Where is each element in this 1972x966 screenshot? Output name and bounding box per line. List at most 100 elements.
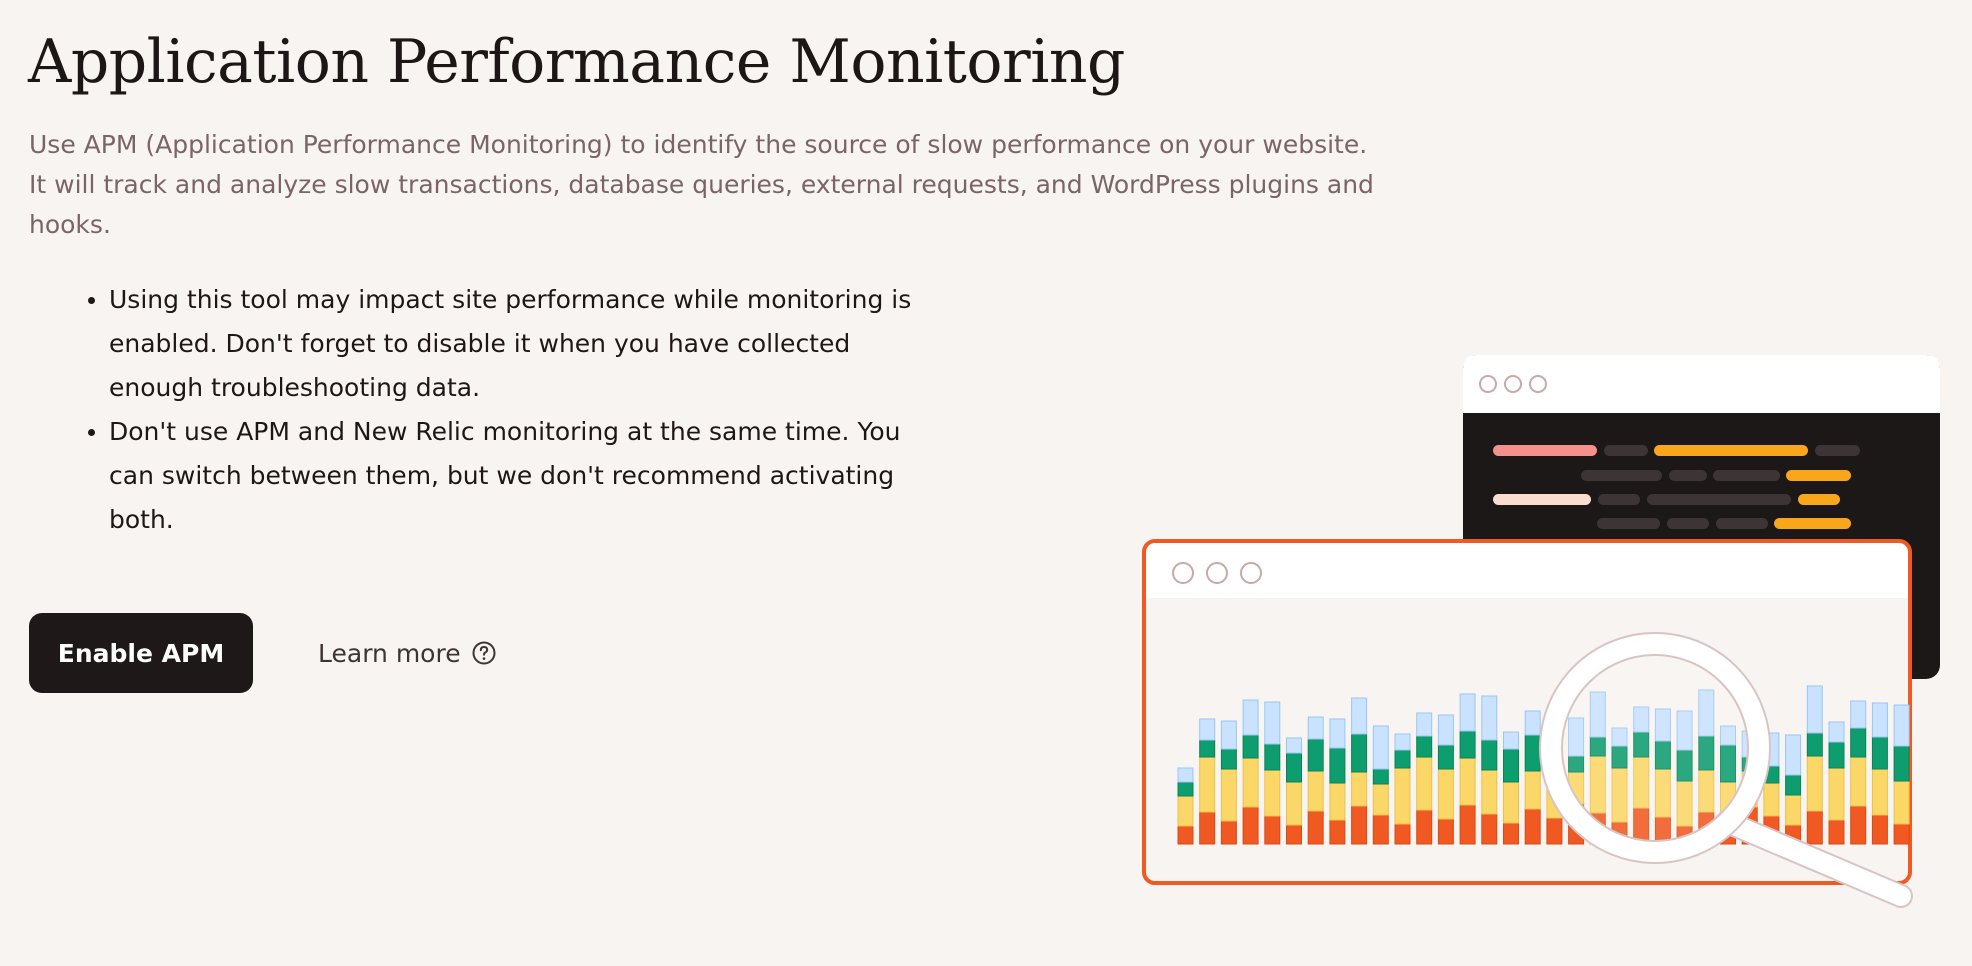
bar-segment bbox=[1177, 781, 1194, 797]
bar-segment bbox=[1437, 818, 1454, 845]
bar-segment bbox=[1307, 716, 1324, 740]
bar-segment bbox=[1437, 714, 1454, 746]
bar-segment bbox=[1220, 720, 1237, 750]
magnifying-glass-icon bbox=[1539, 632, 1913, 908]
bar-segment bbox=[1503, 781, 1519, 824]
bar-segment bbox=[1720, 820, 1736, 845]
page-description: Use APM (Application Performance Monitor… bbox=[29, 130, 1374, 239]
bar-segment bbox=[1871, 814, 1888, 845]
bar-segment bbox=[1676, 749, 1693, 782]
bar-segment bbox=[1763, 782, 1780, 817]
bar-segment bbox=[1763, 732, 1780, 767]
bar-segment bbox=[1741, 730, 1758, 758]
bar-segment bbox=[1785, 824, 1802, 845]
bar-segment bbox=[1589, 812, 1606, 845]
bar-segment bbox=[1416, 756, 1433, 811]
bar-segment bbox=[1286, 737, 1302, 754]
list-item: Using this tool may impact site performa… bbox=[81, 278, 941, 410]
bar-segment bbox=[1481, 695, 1498, 741]
bar-segment bbox=[1416, 735, 1433, 758]
bar-segment bbox=[1676, 710, 1693, 751]
chart-window-icon bbox=[1142, 539, 1912, 885]
bar-segment bbox=[1676, 825, 1693, 845]
bar-segment bbox=[1437, 744, 1454, 770]
bar-segment bbox=[1503, 822, 1519, 845]
bar-segment bbox=[1177, 825, 1194, 845]
bullet-dot bbox=[88, 429, 95, 436]
bar-segment bbox=[1871, 736, 1888, 770]
bar-segment bbox=[1351, 697, 1368, 735]
list-item-text: Don't use APM and New Relic monitoring a… bbox=[109, 417, 901, 534]
bar-segment bbox=[1785, 734, 1802, 776]
bar-segment bbox=[1351, 771, 1368, 807]
bar-segment bbox=[1633, 706, 1650, 733]
bar-segment bbox=[1850, 805, 1867, 845]
bar-segment bbox=[1741, 756, 1758, 772]
bar-segment bbox=[1481, 739, 1498, 771]
learn-more-link[interactable]: Learn more bbox=[318, 633, 497, 673]
bar-segment bbox=[1264, 815, 1281, 845]
enable-apm-button[interactable]: Enable APM bbox=[29, 613, 253, 693]
bar-segment bbox=[1329, 718, 1346, 749]
bar-segment bbox=[1589, 736, 1606, 757]
bar-segment bbox=[1307, 770, 1324, 812]
bar-segment bbox=[1568, 717, 1585, 757]
bar-segment bbox=[1720, 781, 1736, 822]
bar-segment bbox=[1481, 769, 1498, 815]
bar-segment bbox=[1828, 741, 1845, 769]
bar-segment bbox=[1242, 699, 1259, 736]
bar-segment bbox=[1329, 819, 1346, 845]
bar-segment bbox=[1546, 743, 1563, 784]
bar-segment bbox=[1893, 823, 1910, 845]
bar-segment bbox=[1394, 767, 1411, 825]
bar-segment bbox=[1568, 803, 1585, 845]
bar-segment bbox=[1459, 730, 1476, 759]
bar-segment bbox=[1828, 721, 1845, 743]
bar-segment bbox=[1893, 704, 1910, 747]
bar-segment bbox=[1568, 755, 1585, 773]
bar-segment bbox=[1698, 689, 1715, 737]
bar-segment bbox=[1242, 734, 1259, 759]
bar-segment bbox=[1785, 794, 1802, 826]
bar-segment bbox=[1698, 769, 1715, 813]
bar-segment bbox=[1503, 748, 1519, 783]
bar-segment bbox=[1286, 752, 1302, 783]
bar-segment bbox=[1720, 744, 1736, 783]
bullet-dot bbox=[88, 297, 95, 304]
bar-segment bbox=[1199, 811, 1216, 845]
bar-segment bbox=[1676, 780, 1693, 827]
page-title: Application Performance Monitoring bbox=[28, 27, 1125, 97]
bar-segment bbox=[1611, 727, 1628, 747]
bar-segment bbox=[1524, 734, 1541, 772]
help-circle-icon bbox=[472, 641, 496, 665]
bar-segment bbox=[1763, 765, 1780, 784]
bar-segment bbox=[1850, 700, 1867, 729]
bar-segment bbox=[1351, 805, 1368, 845]
bar-segment bbox=[1741, 770, 1758, 808]
bar-segment bbox=[1220, 768, 1237, 822]
bar-segment bbox=[1177, 767, 1194, 783]
bar-segment bbox=[1329, 782, 1346, 821]
bar-segment bbox=[1264, 769, 1281, 817]
bar-segment bbox=[1177, 795, 1194, 827]
bar-segment bbox=[1893, 745, 1910, 782]
bar-segment bbox=[1372, 725, 1389, 770]
bar-segment bbox=[1242, 806, 1259, 845]
bar-segment bbox=[1698, 811, 1715, 845]
bar-segment bbox=[1633, 756, 1650, 809]
bar-segment bbox=[1437, 768, 1454, 820]
bar-segment bbox=[1633, 731, 1650, 758]
code-window-icon bbox=[1463, 355, 1940, 679]
bar-segment bbox=[1611, 745, 1628, 769]
bar-segment bbox=[1524, 770, 1541, 810]
bar-segment bbox=[1806, 685, 1823, 734]
bar-segment bbox=[1546, 712, 1563, 745]
bar-segment bbox=[1654, 708, 1671, 742]
bar-segment bbox=[1199, 756, 1216, 813]
bar-segment bbox=[1806, 755, 1823, 812]
bar-segment bbox=[1806, 810, 1823, 845]
bar-segment bbox=[1459, 757, 1476, 806]
bar-segment bbox=[1220, 748, 1237, 770]
bar-segment bbox=[1850, 756, 1867, 807]
bar-segment bbox=[1199, 718, 1216, 741]
